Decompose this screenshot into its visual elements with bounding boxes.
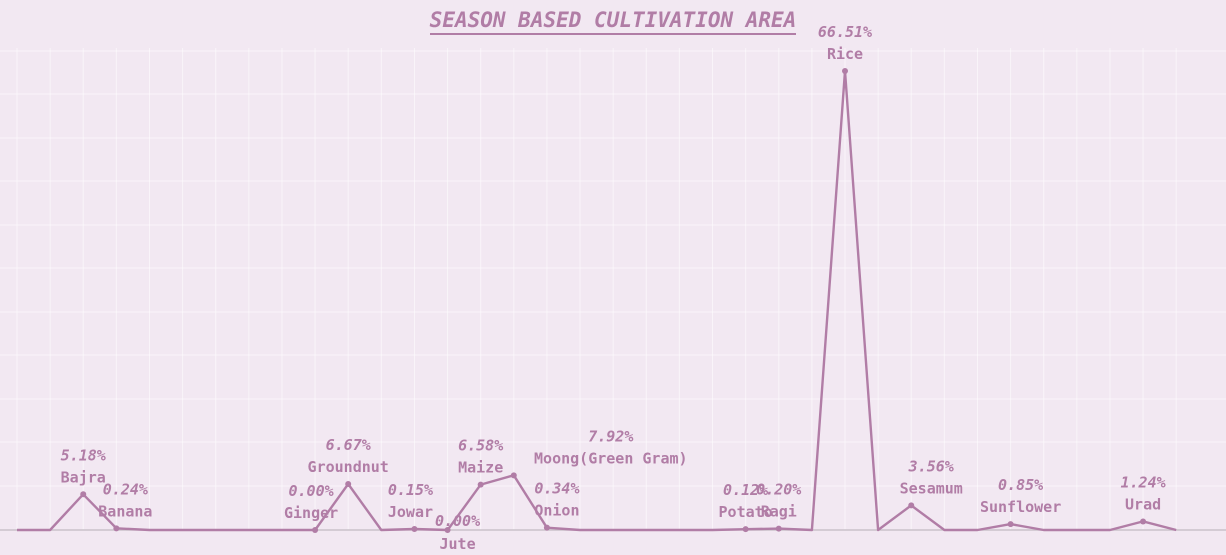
data-label-category: Jute xyxy=(439,535,475,553)
chart-title: SEASON BASED CULTIVATION AREA xyxy=(0,8,1226,35)
data-point-sesamum xyxy=(908,502,915,509)
data-label-value: 0.12% xyxy=(723,481,768,499)
data-label-value: 5.18% xyxy=(61,446,106,464)
data-point-maize xyxy=(477,481,484,488)
data-point-bajra xyxy=(80,491,87,498)
data-label-category: Groundnut xyxy=(308,458,389,476)
data-label-value: 0.00% xyxy=(289,482,334,500)
data-point-ragi xyxy=(775,525,782,532)
data-point-moong-green-gram- xyxy=(510,472,517,479)
data-point-jute xyxy=(444,527,451,533)
data-label-category: Rice xyxy=(827,45,863,63)
data-label-category: Ginger xyxy=(284,504,338,522)
data-label-value: 0.00% xyxy=(435,512,480,530)
data-label-value: 0.34% xyxy=(534,480,579,498)
data-label-category: Maize xyxy=(458,459,503,477)
data-point-groundnut xyxy=(345,480,352,487)
data-label-value: 66.51% xyxy=(818,23,872,41)
data-label-value: 1.24% xyxy=(1121,473,1166,491)
series-line xyxy=(17,69,1177,532)
data-label-category: Urad xyxy=(1125,495,1161,513)
data-label-category: Potato xyxy=(719,503,773,521)
data-label-value: 3.56% xyxy=(908,457,954,475)
chart-title-text: SEASON BASED CULTIVATION AREA xyxy=(429,8,797,35)
data-label-category: Banana xyxy=(98,502,152,520)
data-point-sunflower xyxy=(1007,521,1014,528)
data-label-category: Jowar xyxy=(388,503,433,521)
data-label-value: 7.92% xyxy=(588,427,633,445)
data-label-category: Ragi xyxy=(761,503,797,521)
data-label-value: 0.85% xyxy=(998,476,1043,494)
data-point-rice xyxy=(842,68,848,74)
data-label-value: 0.20% xyxy=(756,481,801,499)
data-point-onion xyxy=(543,524,550,531)
data-label-value: 6.58% xyxy=(458,437,503,455)
data-point-jowar xyxy=(411,525,418,532)
data-label-category: Moong(Green Gram) xyxy=(534,449,688,467)
data-label-value: 0.15% xyxy=(388,481,433,499)
data-label-category: Sunflower xyxy=(980,498,1061,516)
data-point-banana xyxy=(113,525,120,532)
data-point-ginger xyxy=(312,527,319,533)
data-point-urad xyxy=(1140,518,1147,525)
data-label-value: 0.24% xyxy=(103,480,148,498)
data-point-potato xyxy=(742,526,749,533)
data-label-value: 6.67% xyxy=(326,436,371,454)
data-label-category: Sesamum xyxy=(900,479,963,497)
data-label-category: Bajra xyxy=(61,468,106,486)
data-label-category: Onion xyxy=(534,502,579,520)
